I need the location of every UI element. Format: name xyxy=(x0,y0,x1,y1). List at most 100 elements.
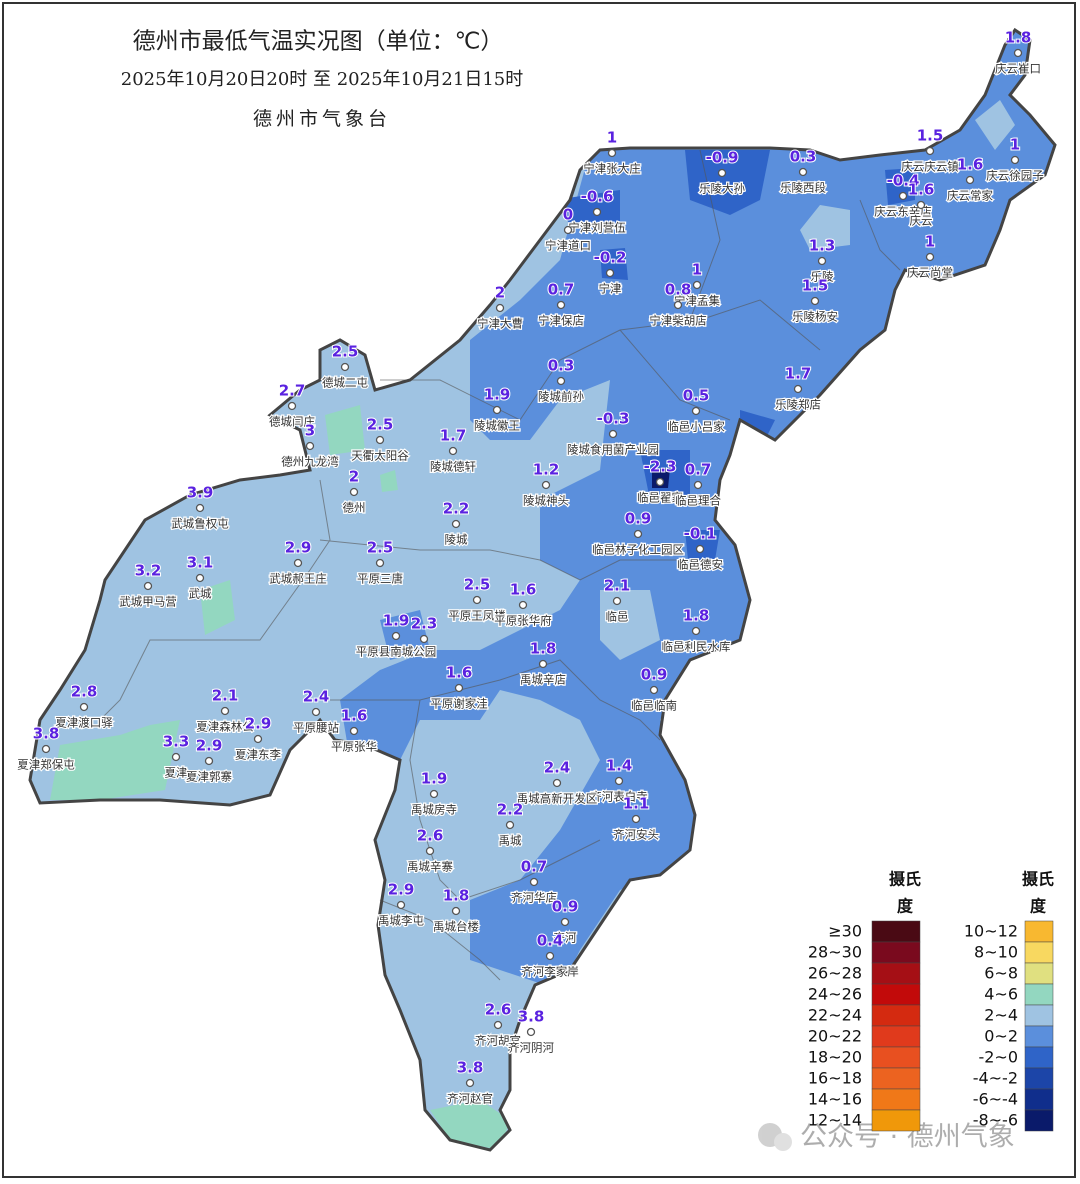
legend-swatch xyxy=(871,1025,921,1048)
station-name: 陵城徽王 xyxy=(474,419,520,433)
station-value: 1.4 xyxy=(606,757,633,775)
station-name: 乐陵郑店 xyxy=(775,398,821,412)
legend-swatch xyxy=(871,983,921,1006)
station-dot xyxy=(518,600,528,610)
station-dot xyxy=(391,631,401,641)
station-value: 1.6 xyxy=(446,664,473,682)
station-value: 2.7 xyxy=(279,382,306,400)
station-value: 1.6 xyxy=(510,581,537,599)
station-name: 夏津 xyxy=(165,766,188,780)
station-name: 武城郝王庄 xyxy=(269,572,327,586)
station-dot xyxy=(925,252,935,262)
legend-swatch xyxy=(871,1004,921,1027)
station-dot xyxy=(204,756,214,766)
station-dot xyxy=(695,544,705,554)
station-name: 陵城食用菌产业园 xyxy=(567,443,659,457)
station-name: 禹城辛店 xyxy=(520,673,566,687)
station-dot xyxy=(253,734,263,744)
station-dot xyxy=(965,175,975,185)
station-dot xyxy=(692,280,702,290)
station-name: 齐河赵官 xyxy=(447,1092,493,1106)
legend-label: 12~14 xyxy=(808,1111,862,1130)
station-name: 乐陵大孙 xyxy=(699,182,745,196)
station-name: 禹城台楼 xyxy=(433,920,479,934)
station-dot xyxy=(143,581,153,591)
station-name: 宁津道口 xyxy=(545,239,591,253)
station-value: 0.3 xyxy=(790,148,817,166)
station-name: 庆云徐园子 xyxy=(986,169,1044,183)
station-value: 1 xyxy=(925,233,935,251)
station-name: 陵城神头 xyxy=(523,494,569,508)
station-name: 宁津孟集 xyxy=(674,294,720,308)
station-dot xyxy=(425,846,435,856)
station-dot xyxy=(526,1027,536,1037)
station-dot xyxy=(79,702,89,712)
station-name: 齐河李家岸 xyxy=(521,965,579,979)
station-name: 乐陵杨安 xyxy=(792,310,838,324)
station-value: 2.5 xyxy=(367,416,394,434)
station-value: 2 xyxy=(349,468,359,486)
station-value: 2.9 xyxy=(285,539,312,557)
station-dot xyxy=(396,900,406,910)
station-dot xyxy=(305,441,315,451)
station-value: 1.5 xyxy=(917,127,944,145)
station-value: 2.3 xyxy=(411,615,438,633)
station-name: 庆云崔口 xyxy=(995,62,1041,76)
station-dot xyxy=(607,148,617,158)
station-dot xyxy=(472,595,482,605)
station-name: 夏津东李 xyxy=(235,748,281,762)
station-value: 1.7 xyxy=(440,427,467,445)
title: 德州市最低气温实况图（单位：℃） xyxy=(133,29,504,55)
station-value: 3.8 xyxy=(33,725,60,743)
station-value: 1.6 xyxy=(908,181,935,199)
station-name: 宁津刘营伍 xyxy=(568,221,626,235)
legend-label: 6~8 xyxy=(984,964,1018,983)
station-dot xyxy=(717,168,727,178)
station-value: -0.2 xyxy=(594,249,627,267)
station-dot xyxy=(655,477,665,487)
station-value: 2.2 xyxy=(443,500,470,518)
station-value: 2.6 xyxy=(485,1001,512,1019)
station-name: 夏津郑保屯 xyxy=(17,758,75,772)
station-name: 临邑小吕家 xyxy=(667,420,725,434)
station-dot xyxy=(1013,48,1023,58)
legend-label: -2~0 xyxy=(978,1048,1018,1067)
station-name: 临邑临南 xyxy=(631,699,677,713)
watermark-icon xyxy=(758,1123,792,1151)
station-name: 武城甲马营 xyxy=(119,595,177,609)
station-dot xyxy=(608,429,618,439)
legend-label: ≥30 xyxy=(828,922,862,941)
station-name: 德州九龙湾 xyxy=(281,455,339,469)
station-dot xyxy=(349,726,359,736)
station-value: 2.5 xyxy=(367,539,394,557)
station-dot xyxy=(605,268,615,278)
station-value: 0 xyxy=(563,206,573,224)
station-value: 0.4 xyxy=(537,932,564,950)
station-name: 禹城高新开发区 xyxy=(517,792,598,806)
station-dot xyxy=(311,707,321,717)
station-name: 天衢太阳谷 xyxy=(351,449,409,463)
legend-label: 28~30 xyxy=(808,943,862,962)
station-value: 2.4 xyxy=(544,759,571,777)
station-name: 禹城房寺 xyxy=(411,803,457,817)
station-dot xyxy=(693,480,703,490)
station-name: 德州 xyxy=(343,501,366,515)
station-value: 0.7 xyxy=(521,858,548,876)
station-name: 平原张华府 xyxy=(494,614,552,628)
legend-label: 16~18 xyxy=(808,1069,862,1088)
station-name: 武城鲁权屯 xyxy=(171,517,229,531)
station-name: 临邑 xyxy=(606,610,629,624)
legend-swatch xyxy=(871,941,921,964)
station-dot xyxy=(612,596,622,606)
station-name: 齐河胡官 xyxy=(475,1034,521,1048)
legend-swatch xyxy=(871,1067,921,1090)
station-dot xyxy=(614,776,624,786)
station-dot xyxy=(673,300,683,310)
station-dot xyxy=(817,256,827,266)
station-value: 0.5 xyxy=(683,387,710,405)
station-dot xyxy=(465,1078,475,1088)
station-value: -2.3 xyxy=(644,458,677,476)
station-value: 2.6 xyxy=(417,827,444,845)
station-name: 夏津森林公 xyxy=(196,720,254,734)
